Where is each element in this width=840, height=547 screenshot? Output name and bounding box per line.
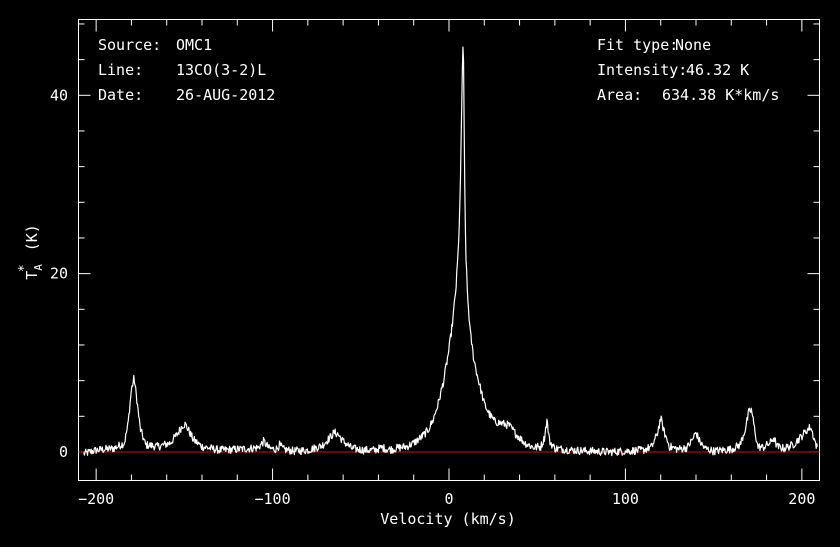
- y-tick-label: 0: [59, 443, 68, 461]
- x-tick-label: 100: [612, 490, 639, 508]
- x-tick-label: −200: [78, 490, 114, 508]
- y-axis-label: TA* (K): [17, 224, 45, 280]
- line-value: 13CO(3-2)L: [176, 61, 266, 79]
- spectrum-trace: [83, 46, 818, 457]
- axis-ticks: −200 −100 0 100 200 0 20 40: [50, 19, 820, 508]
- intensity-label: Intensity:: [597, 61, 687, 79]
- y-tick-label: 40: [50, 86, 68, 104]
- fit-type-label: Fit type:: [597, 36, 678, 54]
- fit-type-value: None: [675, 36, 711, 54]
- y-tick-label: 20: [50, 265, 68, 283]
- source-label: Source:: [98, 36, 161, 54]
- x-axis-label: Velocity (km/s): [380, 510, 515, 528]
- svg-text:TA* (K): TA* (K): [17, 224, 45, 280]
- intensity-value: 46.32 K: [686, 61, 749, 79]
- area-label: Area:: [597, 86, 642, 104]
- source-value: OMC1: [176, 36, 212, 54]
- line-label: Line:: [98, 61, 143, 79]
- x-tick-label: −100: [255, 490, 291, 508]
- date-value: 26-AUG-2012: [176, 86, 275, 104]
- area-value: 634.38 K*km/s: [662, 86, 779, 104]
- x-tick-label: 200: [788, 490, 815, 508]
- date-label: Date:: [98, 86, 143, 104]
- x-tick-label: 0: [444, 490, 453, 508]
